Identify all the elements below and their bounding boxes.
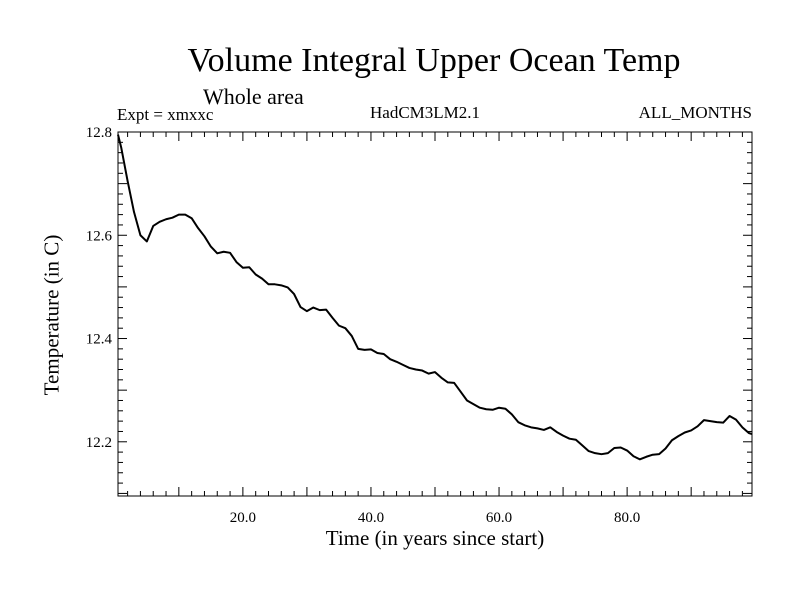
period-annotation: ALL_MONTHS (638, 103, 752, 122)
chart-title: Volume Integral Upper Ocean Temp (187, 42, 681, 79)
tick-labels: 20.0 40.0 60.0 80.0 12.2 12.4 12.6 12.8 (86, 125, 640, 526)
experiment-annotation: Expt = xmxxc (117, 105, 214, 124)
axis-ticks (118, 131, 752, 496)
x-axis-label: Time (in years since start) (325, 526, 545, 550)
y-tick-label: 12.6 (86, 228, 113, 244)
y-tick-label: 12.2 (86, 435, 112, 451)
y-tick-label: 12.4 (86, 332, 113, 348)
series-line (117, 134, 753, 461)
x-tick-label: 60.0 (486, 510, 512, 526)
x-tick-label: 40.0 (358, 510, 384, 526)
x-tick-label: 20.0 (230, 510, 256, 526)
plot-frame (117, 131, 753, 497)
x-tick-label: 80.0 (614, 510, 640, 526)
y-axis-label: Temperature (in C) (39, 234, 64, 396)
chart-subtitle: Whole area (203, 84, 304, 109)
model-annotation: HadCM3LM2.1 (370, 103, 481, 122)
y-tick-label: 12.8 (86, 125, 112, 141)
